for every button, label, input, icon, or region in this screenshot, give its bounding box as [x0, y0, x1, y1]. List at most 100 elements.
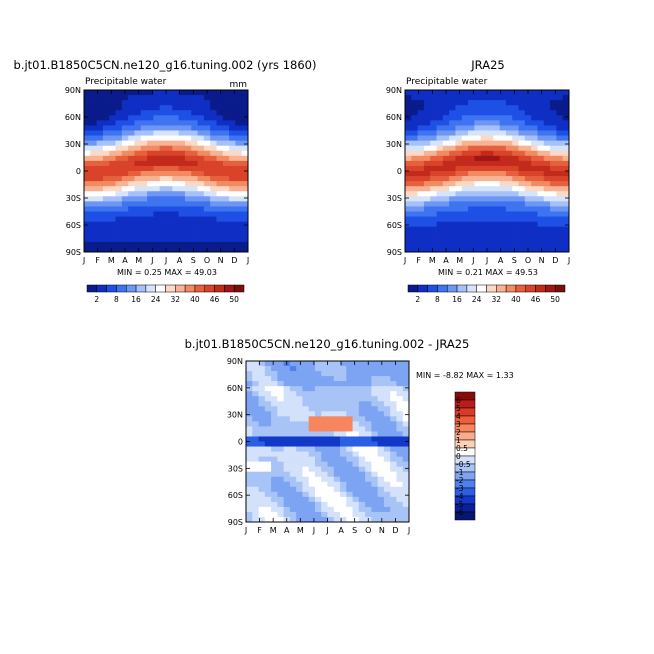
heatmap-cell — [277, 361, 285, 367]
heatmap-cell — [537, 236, 545, 243]
heatmap-cell — [461, 206, 469, 212]
heatmap-cell — [235, 160, 243, 167]
heatmap-cell — [423, 216, 431, 223]
heatmap-cell — [377, 411, 385, 417]
heatmap-cell — [178, 191, 186, 197]
heatmap-cell — [147, 196, 154, 202]
heatmap-cell — [321, 496, 328, 503]
heatmap-cell — [197, 100, 205, 106]
heatmap-cell — [461, 150, 469, 157]
heatmap-cell — [96, 186, 104, 192]
heatmap-obs — [404, 89, 570, 253]
y-tick-label: 60S — [387, 221, 402, 230]
heatmap-cell — [184, 90, 192, 96]
heatmap-cell — [271, 371, 278, 377]
heatmap-cell — [314, 446, 322, 452]
heatmap-cell — [109, 130, 116, 136]
heatmap-cell — [153, 135, 161, 142]
heatmap-cell — [258, 481, 266, 488]
y-tick-label: 60N — [386, 113, 402, 122]
heatmap-cell — [271, 466, 278, 473]
heatmap-cell — [283, 456, 291, 463]
heatmap-cell — [352, 446, 360, 452]
heatmap-cell — [518, 246, 526, 253]
heatmap-cell — [365, 406, 372, 412]
heatmap-cell — [271, 391, 278, 397]
heatmap-cell — [531, 201, 538, 207]
heatmap-cell — [461, 120, 469, 126]
heatmap-cell — [499, 196, 507, 202]
heatmap-cell — [128, 100, 135, 106]
heatmap-cell — [411, 120, 419, 126]
heatmap-cell — [518, 140, 526, 147]
heatmap-cell — [411, 115, 419, 121]
heatmap-cell — [383, 461, 391, 468]
heatmap-cell — [296, 451, 303, 457]
heatmap-cell — [423, 160, 431, 167]
heatmap-cell — [115, 191, 123, 197]
heatmap-cell — [314, 406, 322, 412]
heatmap-cell — [430, 125, 437, 131]
heatmap-cell — [405, 135, 412, 142]
heatmap-cell — [191, 160, 198, 167]
heatmap-cell — [468, 216, 475, 223]
heatmap-cell — [371, 451, 379, 457]
heatmap-cell — [468, 176, 475, 182]
heatmap-cell — [493, 171, 501, 177]
heatmap-cell — [518, 236, 526, 243]
heatmap-cell — [505, 110, 513, 116]
heatmap-cell — [159, 226, 167, 233]
heatmap-cell — [377, 436, 385, 442]
heatmap-cell — [537, 216, 545, 223]
heatmap-cell — [210, 216, 217, 223]
colorbar-label: 1 — [456, 436, 461, 445]
heatmap-cell — [562, 135, 570, 142]
heatmap-cell — [480, 181, 488, 187]
heatmap-cell — [241, 90, 249, 96]
heatmap-cell — [358, 411, 366, 417]
heatmap-cell — [172, 181, 180, 187]
heatmap-cell — [178, 176, 186, 182]
heatmap-cell — [346, 361, 353, 367]
heatmap-cell — [115, 125, 123, 131]
heatmap-cell — [115, 181, 123, 187]
x-tick-label: F — [257, 526, 262, 535]
heatmap-cell — [474, 130, 482, 136]
heatmap-cell — [121, 150, 129, 157]
heatmap-cell — [411, 186, 419, 192]
heatmap-cell — [556, 226, 564, 233]
heatmap-cell — [512, 125, 519, 131]
heatmap-cell — [271, 406, 278, 412]
x-tick-label: J — [471, 256, 474, 265]
heatmap-cell — [314, 411, 322, 417]
heatmap-cell — [499, 105, 507, 111]
heatmap-cell — [405, 201, 412, 207]
heatmap-cell — [159, 100, 167, 106]
heatmap-cell — [197, 201, 205, 207]
heatmap-cell — [537, 201, 545, 207]
heatmap-cell — [314, 386, 322, 392]
heatmap-cell — [277, 516, 285, 523]
heatmap-cell — [302, 411, 310, 417]
heatmap-cell — [411, 155, 419, 162]
heatmap-cell — [241, 181, 249, 187]
heatmap-cell — [296, 461, 303, 468]
x-tick-label: S — [352, 526, 357, 535]
heatmap-cell — [505, 135, 513, 142]
heatmap-cell — [229, 150, 236, 157]
heatmap-cell — [222, 221, 230, 228]
heatmap-cell — [449, 231, 456, 238]
heatmap-cell — [550, 176, 557, 182]
heatmap-cell — [340, 481, 347, 488]
heatmap-cell — [474, 120, 482, 126]
heatmap-cell — [524, 145, 532, 152]
heatmap-cell — [333, 501, 341, 508]
heatmap-cell — [289, 426, 297, 432]
heatmap-cell — [216, 155, 224, 162]
heatmap-cell — [383, 366, 391, 372]
heatmap-cell — [461, 181, 469, 187]
panel-model-title: b.jt01.B1850C5CN.ne120_g16.tuning.002 (y… — [14, 58, 317, 72]
y-tick-label: 90S — [66, 248, 81, 257]
heatmap-cell — [505, 201, 513, 207]
heatmap-cell — [321, 486, 328, 493]
